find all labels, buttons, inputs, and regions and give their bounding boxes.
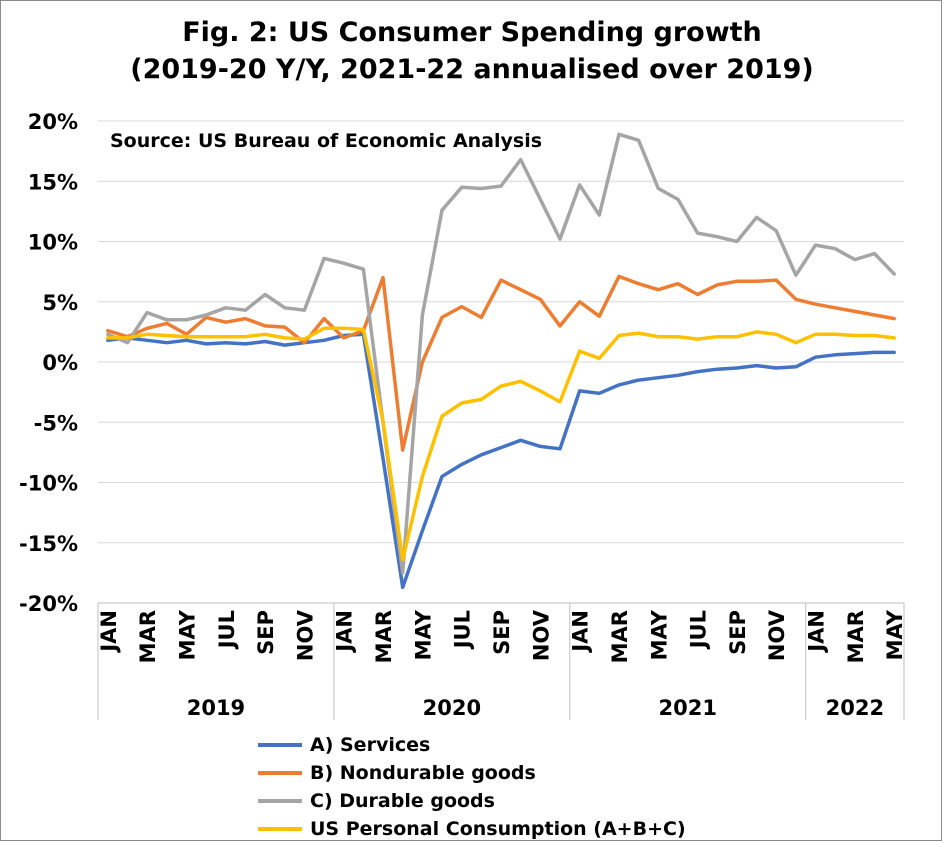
series-line [106, 274, 896, 452]
x-tick-label: MAY [411, 609, 435, 660]
series-line [106, 332, 896, 590]
y-tick-label: -15% [19, 532, 78, 556]
legend-label: C) Durable goods [310, 790, 495, 812]
year-label: 2020 [423, 696, 481, 720]
y-tick-label: 5% [42, 291, 78, 315]
chart-title: Fig. 2: US Consumer Spending growth (201… [130, 17, 814, 85]
year-label: 2022 [826, 696, 884, 720]
x-tick-label: MAR [844, 610, 868, 663]
x-tick-label: MAY [647, 609, 671, 660]
x-tick-label: NOV [529, 609, 553, 661]
x-tick-label: MAR [136, 610, 160, 663]
legend: A) Services B) Nondurable goods C) Durable… [258, 731, 686, 843]
legend-swatch [258, 743, 302, 747]
y-tick-label: 10% [28, 231, 78, 255]
legend-label: A) Services [310, 734, 431, 756]
x-tick-label: JAN [97, 610, 121, 654]
legend-item: B) Nondurable goods [258, 759, 686, 787]
x-tick-label: SEP [254, 610, 278, 655]
legend-item: A) Services [258, 731, 686, 759]
series-layer [106, 132, 896, 590]
y-tick-label: 15% [28, 170, 78, 194]
legend-item: C) Durable goods [258, 787, 686, 815]
x-tick-label: JUL [451, 610, 475, 650]
series-line [106, 326, 896, 562]
x-tick-label: MAY [883, 609, 907, 660]
x-tick-label: MAY [175, 609, 199, 660]
y-tick-label: -5% [34, 411, 78, 435]
y-tick-label: -10% [19, 472, 78, 496]
legend-item: US Personal Consumption (A+B+C) [258, 815, 686, 843]
x-tick-label: SEP [726, 610, 750, 655]
year-label: 2021 [659, 696, 717, 720]
legend-swatch [258, 771, 302, 775]
legend-swatch [258, 827, 302, 831]
grid-layer [98, 120, 904, 604]
x-tick-label: MAR [608, 610, 632, 663]
legend-swatch [258, 799, 302, 803]
x-tick-label: SEP [490, 610, 514, 655]
legend-label: B) Nondurable goods [310, 762, 536, 784]
series-line [106, 132, 896, 575]
y-tick-label: 20% [28, 110, 78, 134]
axis-layer: 20% 15% 10% 5% 0% -5% -10% -15% -20% JAN MAR MAY JUL… [19, 110, 907, 720]
x-tick-label: NOV [765, 609, 789, 661]
year-label: 2019 [187, 696, 245, 720]
x-tick-label: MAR [372, 610, 396, 663]
legend-label: US Personal Consumption (A+B+C) [310, 818, 686, 840]
x-tick-label: JUL [687, 610, 711, 650]
x-tick-label: NOV [293, 609, 317, 661]
y-tick-label: 0% [42, 351, 78, 375]
y-tick-label: -20% [19, 592, 78, 616]
x-tick-label: JUL [215, 610, 239, 650]
x-tick-label: JAN [569, 610, 593, 654]
x-tick-label: JAN [805, 610, 829, 654]
x-tick-label: JAN [333, 610, 357, 654]
source-annotation: Source: US Bureau of Economic Analysis [110, 130, 542, 152]
